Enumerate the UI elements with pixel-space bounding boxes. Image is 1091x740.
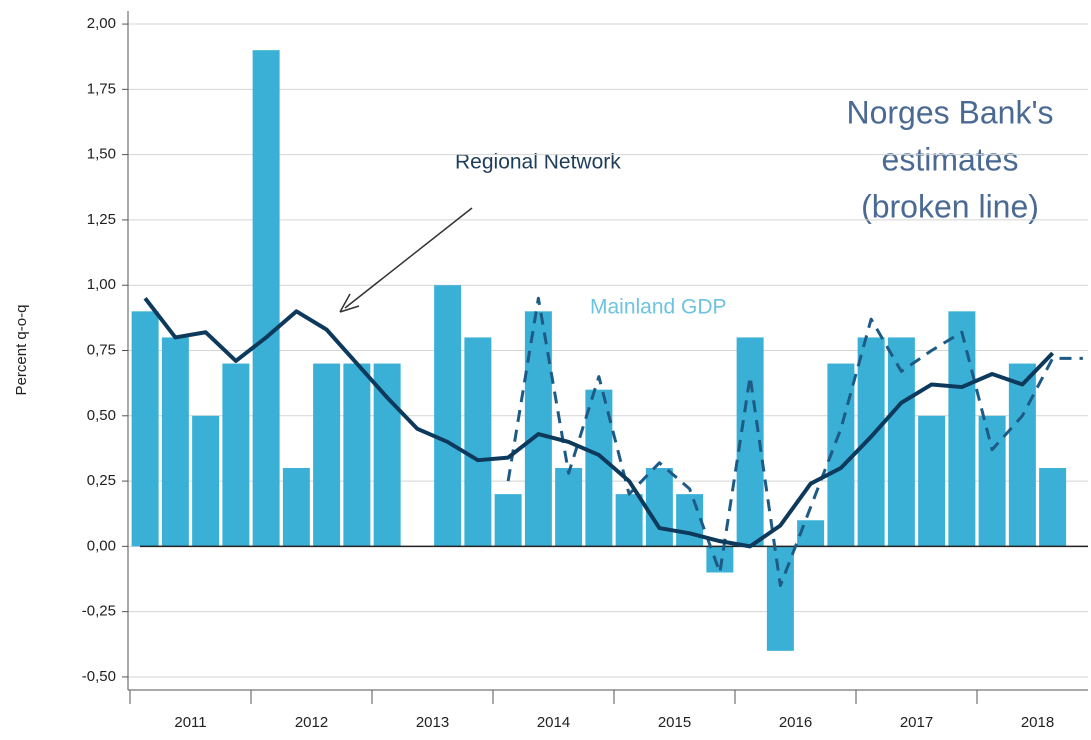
y-tick-label: -0,50 xyxy=(82,668,116,685)
bar xyxy=(555,468,583,547)
annotation: (broken line) xyxy=(861,188,1039,224)
bar xyxy=(252,50,280,547)
bar xyxy=(161,337,189,547)
bar xyxy=(373,363,401,547)
bar xyxy=(1008,363,1036,547)
bar xyxy=(434,285,462,547)
y-tick-label: 1,00 xyxy=(87,276,116,293)
y-tick-label: 0,50 xyxy=(87,407,116,424)
bar xyxy=(131,311,159,547)
x-group-label: 2017 xyxy=(900,714,933,731)
bar xyxy=(222,363,250,547)
bar xyxy=(615,494,643,547)
bar xyxy=(192,415,220,547)
y-tick-label: 2,00 xyxy=(87,15,116,32)
x-group-label: 2018 xyxy=(1021,714,1054,731)
bar xyxy=(313,363,341,547)
bar xyxy=(464,337,492,547)
bar xyxy=(1039,468,1067,547)
annotation: Regional Network xyxy=(455,151,621,174)
x-group-label: 2012 xyxy=(295,714,328,731)
x-group-label: 2013 xyxy=(416,714,449,731)
annotation: Mainland GDP xyxy=(590,296,727,319)
y-tick-label: 1,25 xyxy=(87,211,116,228)
y-axis-label: Percent q-o-q xyxy=(13,305,30,396)
bar xyxy=(978,415,1006,547)
bar xyxy=(494,494,522,547)
arrow-head xyxy=(339,293,360,313)
line xyxy=(506,296,1083,588)
y-tick-label: 0,00 xyxy=(87,537,116,554)
bar xyxy=(524,311,552,547)
x-group-label: 2015 xyxy=(658,714,691,731)
bar xyxy=(645,468,673,547)
y-tick-label: -0,25 xyxy=(82,603,116,620)
annotation: Norges Bank's xyxy=(846,94,1053,130)
bar xyxy=(918,415,946,547)
x-group-label: 2014 xyxy=(537,714,570,731)
line xyxy=(143,297,1055,549)
y-tick-label: 0,25 xyxy=(87,472,116,489)
y-tick-label: 1,75 xyxy=(87,80,116,97)
arrow xyxy=(344,207,473,309)
bar xyxy=(343,363,371,547)
y-tick-label: 0,75 xyxy=(87,341,116,358)
x-group-label: 2016 xyxy=(779,714,812,731)
bar xyxy=(676,494,704,547)
bar xyxy=(948,311,976,547)
bar xyxy=(766,546,794,651)
bar xyxy=(282,468,310,547)
x-group-label: 2011 xyxy=(174,714,206,731)
annotation: estimates xyxy=(882,141,1019,177)
bar xyxy=(857,337,885,547)
y-tick-label: 1,50 xyxy=(87,146,116,163)
